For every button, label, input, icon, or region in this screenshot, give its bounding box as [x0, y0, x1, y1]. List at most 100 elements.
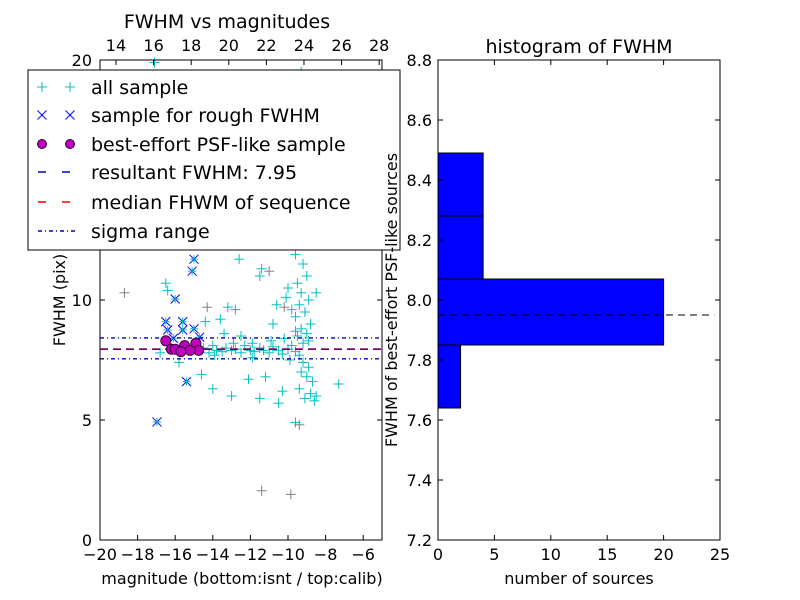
scatter-xtick-label: −10: [271, 545, 305, 564]
scatter-point-all-sample: [283, 283, 293, 293]
scatter-ytick-label: 0: [82, 531, 92, 550]
histogram-xtick-label: 20: [653, 545, 673, 564]
histogram-ytick-label: 8.0: [407, 291, 432, 310]
legend-marker-best-effort: [65, 139, 75, 149]
scatter-point-all-sample: [298, 338, 309, 349]
histogram-ytick-label: 7.6: [407, 411, 432, 430]
scatter-point-all-sample: [211, 345, 222, 356]
scatter-point-all-sample: [307, 376, 318, 387]
scatter-point-rejected: [279, 302, 290, 313]
histogram-ytick-label: 8.6: [407, 111, 432, 130]
scatter-top-xtick-label: 22: [256, 36, 276, 55]
histogram-xtick-label: 0: [433, 545, 443, 564]
scatter-point-rough-base: [182, 377, 191, 386]
scatter-point-all-sample: [196, 369, 207, 380]
legend-label-sigma: sigma range: [91, 221, 210, 243]
scatter-point-all-sample: [160, 278, 171, 289]
scatter-point-best-effort: [184, 344, 196, 356]
scatter-point-all-sample: [290, 311, 301, 322]
scatter-point-all-sample: [290, 417, 301, 428]
legend-label-all-sample: all sample: [91, 77, 188, 99]
scatter-top-xtick-label: 14: [106, 36, 126, 55]
scatter-point-all-sample: [296, 323, 307, 334]
histogram-ytick-label: 7.4: [407, 471, 432, 490]
scatter-point-rough-base: [190, 255, 198, 264]
scatter-ticks: −20 −18 −16 −14 −12 −10 −8 −6 14 16 18 20 22 24 26 28 0 5…: [72, 36, 390, 564]
legend-marker-rough-b: [37, 110, 47, 120]
scatter-point-all-sample: [207, 383, 218, 394]
scatter-xtick-label: −16: [158, 545, 192, 564]
scatter-point-all-sample: [298, 259, 309, 269]
scatter-point-all-sample: [303, 295, 314, 305]
legend-marker-all-sample: [37, 82, 47, 92]
scatter-marks: [100, 57, 382, 500]
scatter-point-all-sample: [333, 379, 344, 389]
scatter-frame: [99, 59, 383, 541]
histogram-marks: [437, 152, 715, 409]
histogram-frame: [437, 59, 721, 541]
scatter-point-all-sample: [296, 367, 307, 377]
scatter-point-all-sample: [273, 398, 284, 409]
histogram-ytick-label: 8.2: [407, 231, 432, 250]
scatter-point-all-sample: [301, 371, 312, 382]
legend-label-best-effort: best-effort PSF-like sample: [91, 134, 346, 156]
scatter-top-xtick-label: 26: [331, 36, 351, 55]
scatter-point-all-sample: [236, 331, 246, 341]
scatter-top-xtick-label: 16: [143, 36, 163, 55]
legend-marker-rough: [65, 110, 75, 120]
histogram-ytick-label: 7.8: [407, 351, 432, 370]
scatter-point-all-sample: [234, 254, 245, 265]
histogram-ticks: 0 5 10 15 20 25 7.2 7.4 7.6 7.8 8.0 8.2 8.4 8.6 8.8: [407, 51, 731, 564]
scatter-point-all-sample: [222, 302, 233, 313]
legend-marker-rough-b: [65, 110, 75, 120]
scatter-xtick-label: −20: [83, 545, 117, 564]
histogram-ytick-label: 7.2: [407, 531, 432, 550]
scatter-point-all-sample: [299, 307, 310, 317]
scatter-top-xtick-label: 20: [219, 36, 239, 55]
scatter-ylabel: FWHM (pix): [50, 254, 69, 347]
legend: all sample sample for rough FWHM best-ef…: [27, 69, 401, 251]
scatter-point-all-sample: [298, 357, 309, 368]
scatter-point-rough-base: [178, 326, 187, 334]
scatter-point-all-sample: [286, 304, 297, 315]
scatter-point-all-sample: [281, 292, 292, 303]
scatter-point-all-sample: [303, 362, 314, 373]
scatter-point-rejected: [202, 302, 213, 313]
scatter-point-rough-base: [152, 417, 161, 426]
scatter-point-all-sample: [286, 340, 297, 351]
scatter-point-all-sample: [228, 338, 239, 349]
scatter-point-all-sample: [249, 346, 260, 357]
scatter-ytick-label: 10: [72, 291, 92, 310]
scatter-point-all-sample: [247, 352, 258, 363]
scatter-point-all-sample: [309, 395, 320, 406]
histogram-xtick-label: 10: [541, 545, 561, 564]
scatter-title: FWHM vs magnitudes: [124, 11, 330, 33]
scatter-point-rough-base: [171, 295, 180, 304]
scatter-point-rejected: [256, 485, 267, 496]
scatter-point-all-sample: [294, 299, 305, 310]
scatter-point-all-sample: [247, 338, 258, 349]
scatter-ytick-label: 20: [72, 51, 92, 70]
scatter-point-all-sample: [226, 391, 237, 401]
histogram-xtick-label: 5: [489, 545, 499, 564]
scatter-xtick-label: −8: [314, 545, 338, 564]
histogram-title: histogram of FWHM: [485, 36, 672, 58]
scatter-top-xtick-label: 18: [181, 36, 201, 55]
scatter-point-all-sample: [305, 388, 316, 399]
scatter-xtick-label: −18: [121, 545, 155, 564]
histogram-panel: 0 5 10 15 20 25 7.2 7.4 7.6 7.8 8.0 8.2 8.4 8.6 8.8 hi…: [382, 36, 730, 588]
scatter-point-all-sample: [292, 278, 303, 289]
scatter-point-all-sample: [260, 371, 271, 382]
scatter-point-all-sample: [277, 349, 288, 359]
scatter-point-all-sample: [256, 263, 267, 274]
scatter-ytick-label: 5: [82, 411, 92, 430]
legend-markers: [37, 82, 78, 232]
scatter-point-all-sample: [230, 304, 241, 315]
scatter-point-all-sample: [311, 287, 322, 298]
scatter-point-all-sample: [266, 335, 277, 346]
scatter-point-rough-base: [188, 267, 197, 276]
scatter-point-all-sample: [303, 335, 314, 346]
legend-marker-all-sample: [65, 82, 75, 92]
legend-marker-best-effort: [37, 139, 47, 149]
